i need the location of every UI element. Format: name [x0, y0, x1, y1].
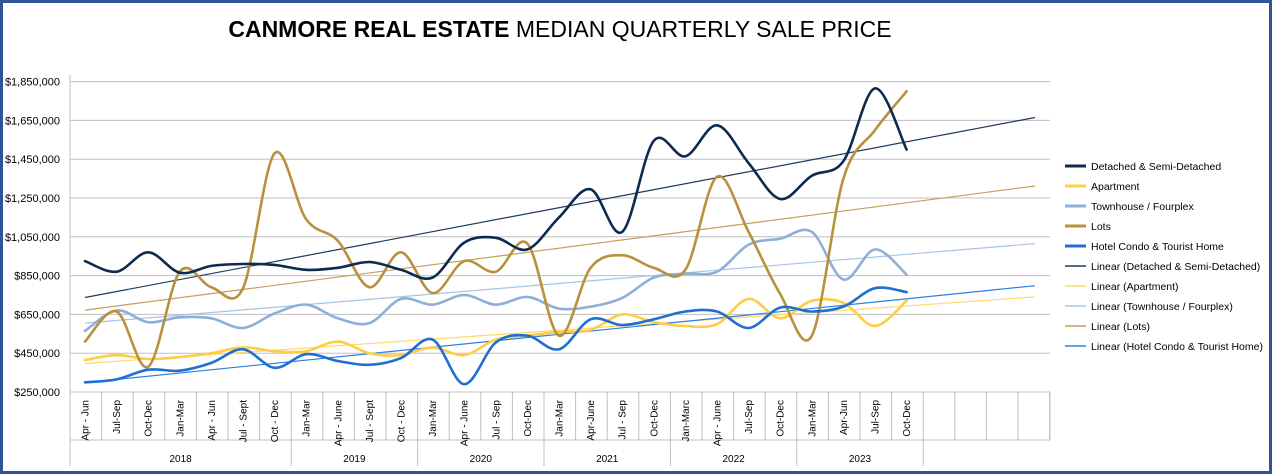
legend-item-townhouse-fourplex: Townhouse / Fourplex: [1065, 201, 1194, 213]
legend-item-linear-detached-semi-detached: Linear (Detached & Semi-Detached): [1065, 261, 1260, 273]
trendline-linear-lots: [84, 185, 1036, 311]
x-tick-label: Apr-June: [586, 400, 597, 441]
legend-label: Townhouse / Fourplex: [1091, 201, 1194, 213]
x-tick-label: Jul - Sep: [491, 400, 502, 440]
x-tick-label: Jan-Marc: [681, 400, 692, 442]
legend-label: Linear (Lots): [1091, 321, 1150, 333]
legend-label: Apartment: [1091, 181, 1140, 193]
x-axis: Apr - Jun Jul-Sep Oct-Dec Jan-Mar Apr - Jun J…: [70, 392, 1051, 466]
trendline-linear-townhouse-fourplex: [84, 242, 1036, 324]
x-tick-label: Oct-Dec: [144, 400, 155, 437]
x-tick-label: Apr - June: [460, 400, 471, 447]
y-tick-label: $650,000: [14, 309, 60, 321]
x-tick-label: Oct-Dec: [523, 400, 534, 437]
series-townhouse-fourplex: [83, 228, 908, 333]
year-label: 2020: [470, 454, 493, 465]
y-tick-label: $1,450,000: [5, 154, 60, 166]
legend: Detached & Semi-Detached Apartment Townhou…: [1065, 161, 1263, 353]
year-label: 2021: [596, 454, 619, 465]
legend-label: Lots: [1091, 221, 1111, 233]
x-tick-label: Jul-Sep: [112, 400, 123, 434]
legend-item-linear-hotel-condo-tourist-home: Linear (Hotel Condo & Tourist Home): [1065, 341, 1263, 353]
x-tick-label: Jan-Mar: [807, 399, 818, 436]
legend-item-hotel-condo-tourist-home: Hotel Condo & Tourist Home: [1065, 241, 1224, 253]
legend-item-linear-townhouse-fourplex: Linear (Townhouse / Fourplex): [1065, 301, 1233, 313]
trendline-linear-apartment: [84, 296, 1036, 365]
legend-item-apartment: Apartment: [1065, 181, 1140, 193]
y-tick-label: $250,000: [14, 387, 60, 399]
x-tick-label: Jan-Mar: [175, 399, 186, 436]
legend-label: Linear (Apartment): [1091, 281, 1179, 293]
x-tick-label: Apr - Jun: [81, 400, 92, 441]
legend-label: Linear (Hotel Condo & Tourist Home): [1091, 341, 1263, 353]
legend-label: Hotel Condo & Tourist Home: [1091, 241, 1224, 253]
x-tick-label: Oct - Dec: [270, 400, 281, 442]
series-lots: [83, 90, 908, 369]
x-tick-label: Apr - Jun: [207, 400, 218, 441]
trendline-linear-hotel-condo-tourist-home: [84, 285, 1036, 384]
legend-label: Detached & Semi-Detached: [1091, 161, 1221, 173]
year-label: 2019: [343, 454, 366, 465]
year-label: 2022: [722, 454, 745, 465]
x-tick-label: Jul - Sept: [365, 400, 376, 442]
y-tick-label: $1,850,000: [5, 77, 60, 89]
year-label: 2023: [849, 454, 872, 465]
y-tick-label: $850,000: [14, 271, 60, 283]
legend-item-linear-apartment: Linear (Apartment): [1065, 281, 1179, 293]
x-tick-label: Jul-Sep: [871, 400, 882, 434]
series-hotel-condo-tourist-home: [83, 286, 908, 386]
x-tick-label: Oct - Dec: [397, 400, 408, 442]
x-tick-label: Jan-Mar: [555, 399, 566, 436]
x-tick-label: Jul-Sep: [744, 400, 755, 434]
trendline-linear-detached-semi-detached: [84, 116, 1036, 299]
trendlines: [84, 116, 1036, 384]
y-axis-labels: $250,000 $450,000 $650,000 $850,000 $1,050,0…: [5, 77, 60, 399]
chart-title: CANMORE REAL ESTATE MEDIAN QUARTERLY SAL…: [228, 16, 891, 42]
year-label: 2018: [169, 454, 192, 465]
x-tick-label: Apr - June: [333, 400, 344, 447]
x-tick-label: Oct-Dec: [649, 400, 660, 437]
legend-label: Linear (Townhouse / Fourplex): [1091, 301, 1233, 313]
x-tick-label: Jan-Mar: [302, 399, 313, 436]
x-tick-label: Jul - Sept: [239, 400, 250, 442]
legend-label: Linear (Detached & Semi-Detached): [1091, 261, 1260, 273]
legend-item-detached-semi-detached: Detached & Semi-Detached: [1065, 161, 1221, 173]
y-tick-label: $1,250,000: [5, 193, 60, 205]
x-tick-label: Oct-Dec: [776, 400, 787, 437]
series-detached-semi-detached: [83, 87, 908, 280]
y-tick-label: $450,000: [14, 348, 60, 360]
x-tick-label: Jan-Mar: [428, 399, 439, 436]
x-tick-label: Jul - Sep: [618, 400, 629, 440]
y-tick-label: $1,650,000: [5, 115, 60, 127]
x-tick-label: Apr-Jun: [839, 400, 850, 435]
x-tick-label: Oct-Dec: [902, 400, 913, 437]
data-series: [83, 87, 908, 386]
x-tick-label: Apr - June: [713, 400, 724, 447]
y-tick-label: $1,050,000: [5, 232, 60, 244]
legend-item-lots: Lots: [1065, 221, 1111, 233]
legend-item-linear-lots: Linear (Lots): [1065, 321, 1150, 333]
